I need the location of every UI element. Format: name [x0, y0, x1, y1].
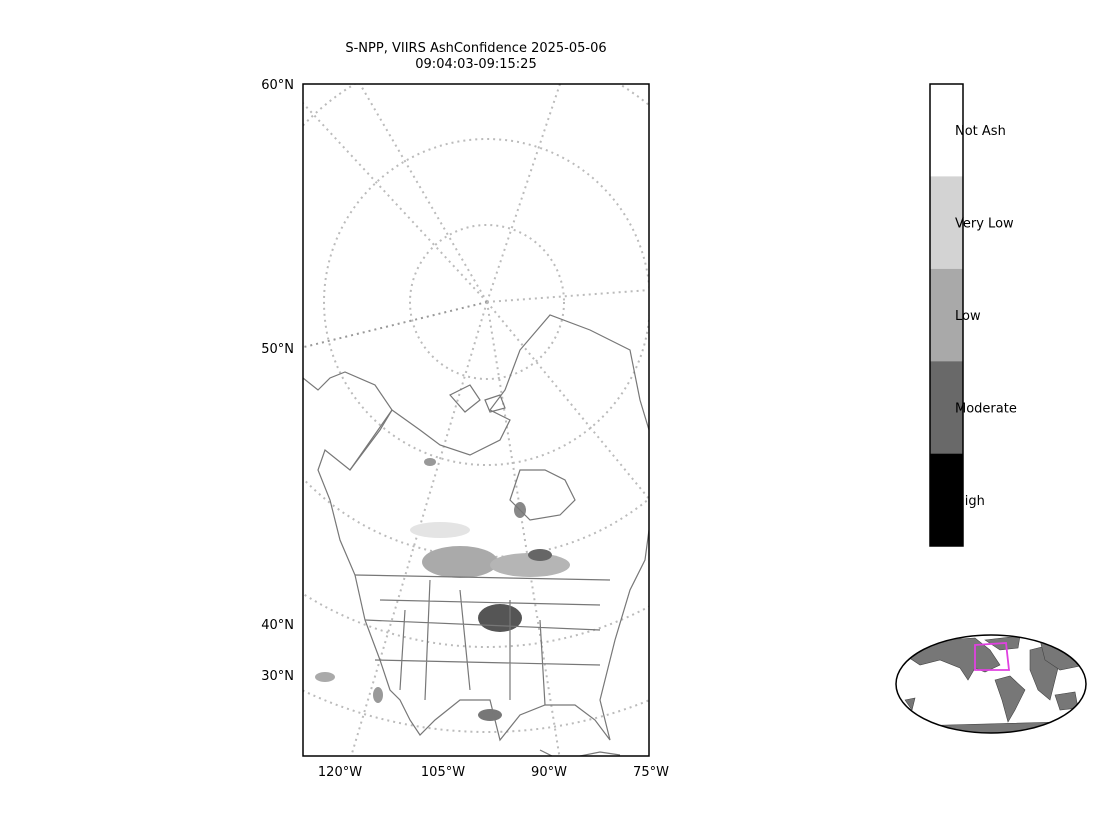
lat-label: 30°N [261, 669, 294, 684]
colorbar-label: Moderate [955, 401, 1017, 416]
map [303, 84, 649, 756]
colorbar: Not Ash Very Low Low Moderate High [929, 83, 1017, 547]
subtitle: 09:04:03-09:15:25 [415, 57, 536, 72]
colorbar-segment [930, 84, 963, 177]
colorbar-label: High [955, 494, 985, 509]
inset-globe [895, 634, 1087, 734]
lat-label: 60°N [261, 78, 294, 93]
colorbar-segment [930, 268, 963, 362]
colorbar-segment [930, 453, 963, 546]
lon-label: 90°W [531, 765, 567, 780]
colorbar-frame [929, 83, 964, 547]
map-frame [302, 83, 650, 757]
colorbar-label: Very Low [955, 217, 1014, 232]
lon-label: 75°W [633, 765, 669, 780]
colorbar-label: Low [955, 309, 981, 324]
title: S-NPP, VIIRS AshConfidence 2025-05-06 [345, 41, 606, 56]
graticule [303, 84, 649, 756]
colorbar-label: Not Ash [955, 124, 1006, 139]
coastlines [303, 314, 649, 756]
colorbar-segment [930, 176, 963, 269]
colorbar-segment [930, 361, 963, 454]
lon-label: 120°W [318, 765, 362, 780]
axis-labels: 60°N 50°N 40°N 30°N 120°W 105°W 90°W 75°W [261, 78, 669, 780]
lat-label: 50°N [261, 342, 294, 357]
ash-pixels [315, 458, 570, 721]
lat-label: 40°N [261, 618, 294, 633]
lon-label: 105°W [421, 765, 465, 780]
